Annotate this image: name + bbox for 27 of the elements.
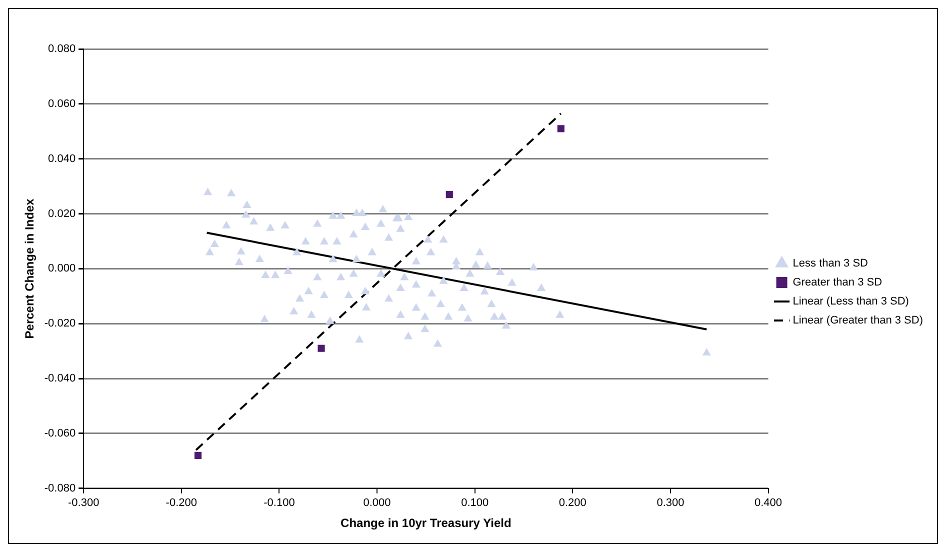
- x-tick-label: 0.100: [461, 497, 489, 510]
- x-tick-label: -0.300: [68, 497, 100, 510]
- legend-label: Greater than 3 SD: [792, 276, 882, 289]
- x-tick-label: -0.100: [264, 497, 295, 510]
- y-tick-label: 0.060: [48, 98, 76, 110]
- legend-label: Linear (Less than 3 SD): [792, 296, 909, 308]
- x-tick-label: -0.200: [166, 497, 198, 510]
- point: [194, 452, 202, 459]
- y-axis-title: Percent Change in Index: [22, 198, 37, 339]
- y-tick-label: 0.000: [48, 262, 76, 275]
- x-tick-label: 0.000: [363, 497, 391, 510]
- y-tick-label: 0.080: [48, 43, 76, 56]
- x-tick-label: 0.200: [558, 497, 586, 510]
- y-tick-label: 0.020: [48, 208, 76, 220]
- y-tick-label: -0.080: [44, 482, 76, 494]
- point: [318, 344, 325, 352]
- legend-label: Linear (Greater than 3 SD): [792, 314, 924, 327]
- y-tick-label: -0.040: [44, 372, 76, 385]
- x-axis-title: Change in 10yr Treasury Yield: [340, 516, 512, 530]
- legend-label: Less than 3 SD: [792, 258, 868, 270]
- y-tick-label: 0.040: [48, 152, 76, 165]
- x-tick-label: 0.400: [754, 497, 782, 510]
- point: [446, 191, 453, 198]
- x-tick-label: 0.300: [656, 497, 684, 510]
- point: [557, 125, 564, 132]
- y-tick-label: -0.020: [44, 318, 76, 330]
- y-tick-label: -0.060: [44, 428, 76, 440]
